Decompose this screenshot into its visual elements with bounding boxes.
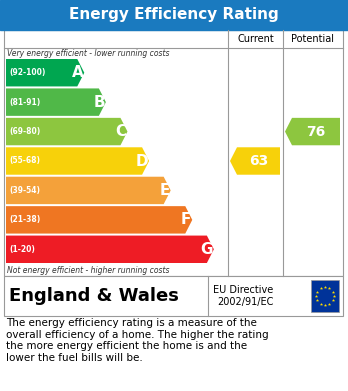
Polygon shape: [6, 118, 127, 145]
Text: Current: Current: [237, 34, 274, 44]
Text: (55-68): (55-68): [9, 156, 40, 165]
Polygon shape: [230, 147, 280, 175]
Text: 63: 63: [249, 154, 268, 168]
Text: A: A: [72, 65, 83, 80]
Bar: [4, 276, 343, 316]
Text: D: D: [135, 154, 148, 169]
Text: The energy efficiency rating is a measure of the
overall efficiency of a home. T: The energy efficiency rating is a measur…: [6, 318, 269, 363]
Bar: [311, 280, 339, 312]
Text: E: E: [159, 183, 170, 198]
Text: (39-54): (39-54): [9, 186, 40, 195]
Text: Very energy efficient - lower running costs: Very energy efficient - lower running co…: [7, 49, 169, 58]
Polygon shape: [6, 235, 214, 263]
Text: Energy Efficiency Rating: Energy Efficiency Rating: [69, 7, 279, 23]
Polygon shape: [6, 59, 84, 86]
Text: EU Directive
2002/91/EC: EU Directive 2002/91/EC: [213, 285, 273, 307]
Text: Not energy efficient - higher running costs: Not energy efficient - higher running co…: [7, 266, 169, 275]
Text: F: F: [181, 212, 191, 227]
Text: 76: 76: [306, 125, 326, 138]
Bar: [0, 0, 348, 30]
Polygon shape: [6, 147, 149, 175]
Polygon shape: [285, 118, 340, 145]
Text: (92-100): (92-100): [9, 68, 45, 77]
Polygon shape: [6, 177, 171, 204]
Text: C: C: [115, 124, 126, 139]
Text: Potential: Potential: [292, 34, 334, 44]
Text: (21-38): (21-38): [9, 215, 40, 224]
Bar: [4, 30, 343, 276]
Text: B: B: [93, 95, 105, 109]
Text: (1-20): (1-20): [9, 245, 35, 254]
Text: England & Wales: England & Wales: [9, 287, 179, 305]
Text: G: G: [200, 242, 213, 257]
Text: (81-91): (81-91): [9, 98, 40, 107]
Polygon shape: [6, 206, 192, 233]
Text: (69-80): (69-80): [9, 127, 40, 136]
Polygon shape: [6, 88, 106, 116]
